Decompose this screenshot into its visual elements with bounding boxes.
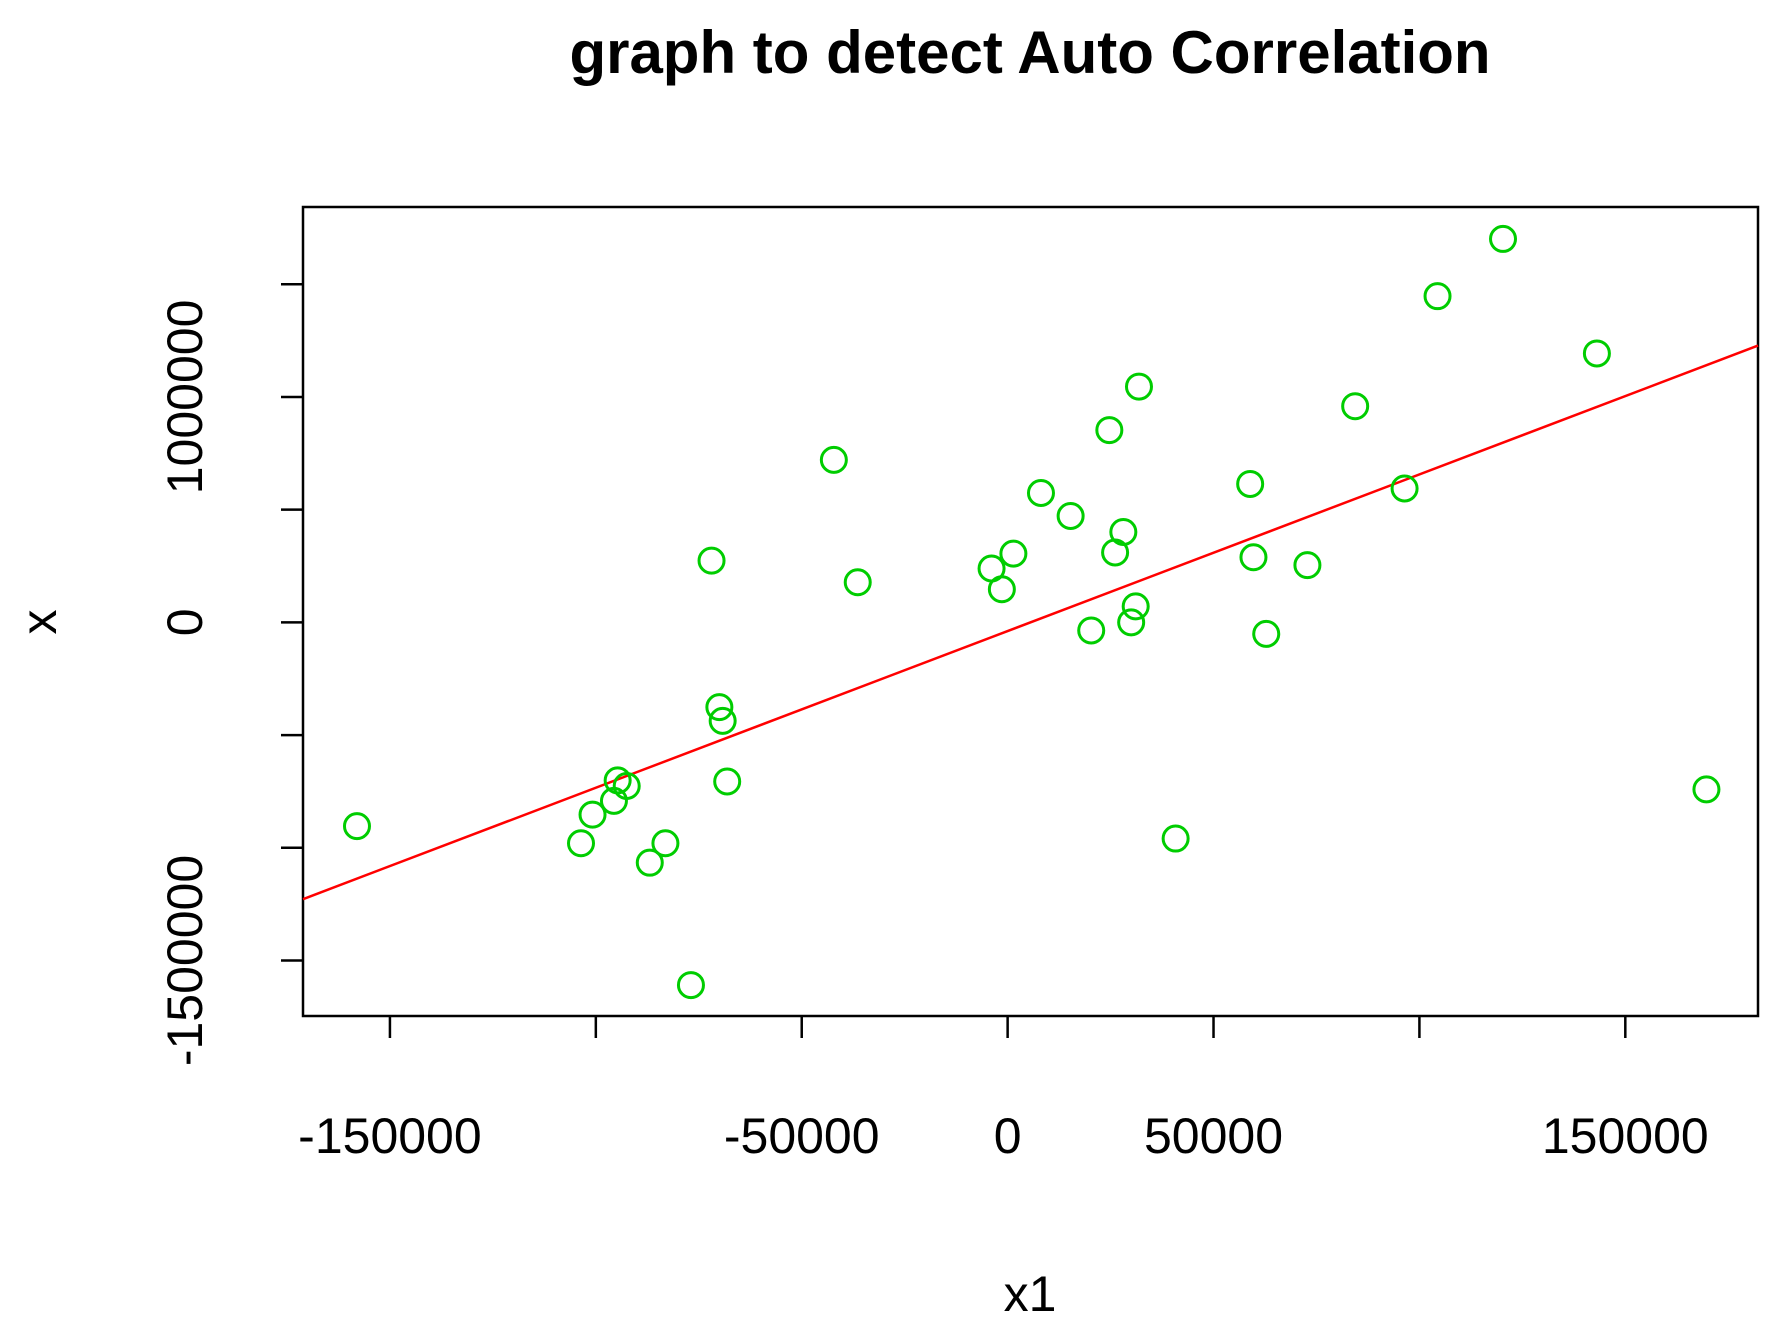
y-tick-label: -1500000 xyxy=(157,855,213,1066)
point xyxy=(1124,372,1153,401)
point xyxy=(843,568,872,597)
point xyxy=(697,546,726,575)
point xyxy=(1117,608,1146,637)
x-tick-label: -150000 xyxy=(298,1108,482,1164)
point xyxy=(1692,775,1721,804)
y-tick-label: 0 xyxy=(157,608,213,636)
point xyxy=(1056,501,1085,530)
y-axis-title: x xyxy=(11,610,67,635)
point xyxy=(1341,392,1370,421)
point xyxy=(651,829,680,858)
point xyxy=(342,812,371,841)
point xyxy=(578,800,607,829)
point xyxy=(1121,592,1150,621)
point xyxy=(987,575,1016,604)
point xyxy=(1423,282,1452,311)
point xyxy=(1252,619,1281,648)
point xyxy=(567,829,596,858)
point xyxy=(1095,416,1124,445)
x-axis-title: x1 xyxy=(1004,1266,1057,1322)
x-tick-label: 150000 xyxy=(1542,1108,1709,1164)
y-tick-label: 1000000 xyxy=(157,300,213,495)
point xyxy=(612,772,641,801)
point xyxy=(705,693,734,722)
point xyxy=(713,767,742,796)
point xyxy=(1026,478,1055,507)
x-tick-label: 0 xyxy=(994,1108,1022,1164)
point xyxy=(1239,543,1268,572)
x-tick-label: -50000 xyxy=(724,1108,880,1164)
point xyxy=(1390,474,1419,503)
point xyxy=(635,848,664,877)
point xyxy=(999,539,1028,568)
point xyxy=(676,971,705,1000)
chart-title: graph to detect Auto Correlation xyxy=(569,19,1490,86)
plot-frame xyxy=(301,205,1760,1018)
point xyxy=(1293,551,1322,580)
x-tick-label: 50000 xyxy=(1144,1108,1283,1164)
point xyxy=(1109,517,1138,546)
point xyxy=(819,445,848,474)
point xyxy=(1161,824,1190,853)
point xyxy=(1077,616,1106,645)
point xyxy=(1582,339,1611,368)
fit-line xyxy=(302,344,1759,901)
point xyxy=(1489,224,1518,253)
point xyxy=(708,706,737,735)
point xyxy=(1236,469,1265,498)
